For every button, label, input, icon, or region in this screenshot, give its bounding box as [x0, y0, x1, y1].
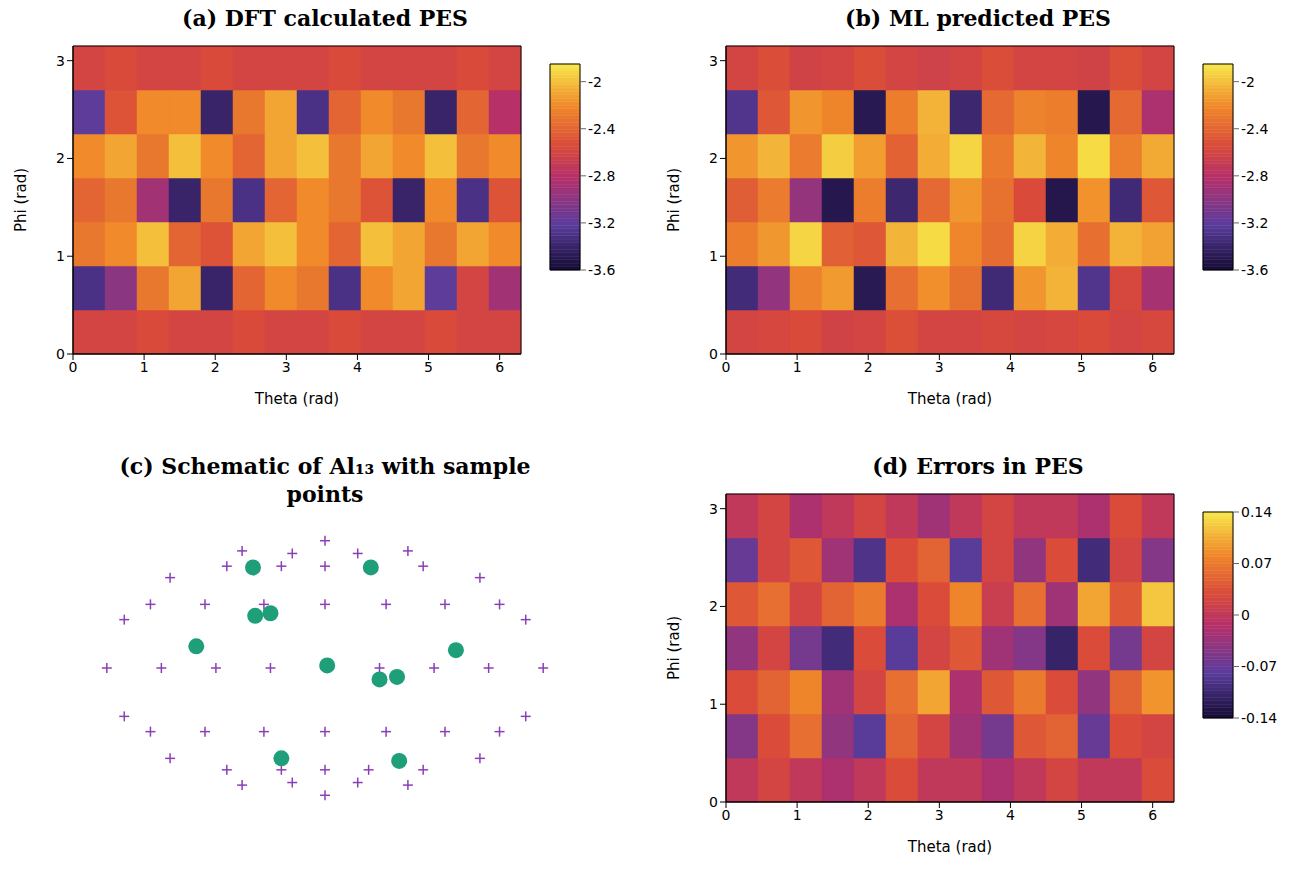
svg-text:-0.07: -0.07	[1241, 658, 1277, 674]
svg-text:-2.8: -2.8	[588, 168, 615, 184]
svg-text:-2.4: -2.4	[588, 121, 615, 137]
svg-text:4: 4	[353, 359, 362, 375]
svg-text:2: 2	[864, 807, 873, 823]
svg-text:1: 1	[793, 359, 802, 375]
svg-text:1: 1	[709, 696, 718, 712]
svg-text:0.07: 0.07	[1241, 555, 1272, 571]
svg-text:Theta (rad): Theta (rad)	[907, 838, 992, 856]
svg-text:0: 0	[1241, 607, 1250, 623]
html-text:(c) Schematic of Al₁₃ with sam: (c) Schematic of Al₁₃ with sample points	[119, 453, 531, 507]
svg-text:6: 6	[1148, 359, 1157, 375]
svg-text:3: 3	[709, 501, 718, 517]
svg-text:-2: -2	[1241, 74, 1255, 90]
svg-text:1: 1	[56, 248, 65, 264]
svg-text:0: 0	[56, 346, 65, 362]
html-text:(b) ML predicted PES: (b) ML predicted PES	[845, 5, 1111, 31]
svg-text:0: 0	[709, 794, 718, 810]
svg-text:1: 1	[793, 807, 802, 823]
svg-text:-3.2: -3.2	[588, 215, 615, 231]
svg-text:5: 5	[1077, 359, 1086, 375]
svg-text:-3.6: -3.6	[588, 262, 615, 278]
svg-text:3: 3	[56, 53, 65, 69]
svg-text:0: 0	[722, 359, 731, 375]
svg-text:Phi (rad): Phi (rad)	[665, 616, 683, 680]
svg-text:4: 4	[1006, 359, 1015, 375]
svg-text:0: 0	[709, 346, 718, 362]
svg-text:Phi (rad): Phi (rad)	[665, 168, 683, 232]
svg-text:Phi (rad): Phi (rad)	[12, 168, 30, 232]
svg-text:Theta (rad): Theta (rad)	[254, 390, 339, 408]
svg-text:-3.6: -3.6	[1241, 262, 1268, 278]
svg-text:3: 3	[935, 359, 944, 375]
svg-text:-3.2: -3.2	[1241, 215, 1268, 231]
svg-text:4: 4	[1006, 807, 1015, 823]
svg-text:2: 2	[211, 359, 220, 375]
svg-text:0: 0	[722, 807, 731, 823]
html-text:(d) Errors in PES: (d) Errors in PES	[872, 453, 1084, 479]
svg-text:-2: -2	[588, 74, 602, 90]
svg-text:1: 1	[140, 359, 149, 375]
svg-text:3: 3	[935, 807, 944, 823]
svg-text:0: 0	[69, 359, 78, 375]
svg-text:2: 2	[56, 150, 65, 166]
svg-text:5: 5	[424, 359, 433, 375]
svg-text:3: 3	[709, 53, 718, 69]
svg-text:0.14: 0.14	[1241, 504, 1272, 520]
svg-text:6: 6	[495, 359, 504, 375]
svg-text:2: 2	[864, 359, 873, 375]
svg-text:2: 2	[709, 598, 718, 614]
svg-text:5: 5	[1077, 807, 1086, 823]
svg-text:Theta (rad): Theta (rad)	[907, 390, 992, 408]
svg-text:-2.4: -2.4	[1241, 121, 1268, 137]
svg-text:2: 2	[709, 150, 718, 166]
svg-text:6: 6	[1148, 807, 1157, 823]
svg-text:-2.8: -2.8	[1241, 168, 1268, 184]
svg-text:-0.14: -0.14	[1241, 710, 1277, 726]
svg-text:1: 1	[709, 248, 718, 264]
html-text:(a) DFT calculated PES: (a) DFT calculated PES	[182, 5, 468, 31]
svg-text:3: 3	[282, 359, 291, 375]
